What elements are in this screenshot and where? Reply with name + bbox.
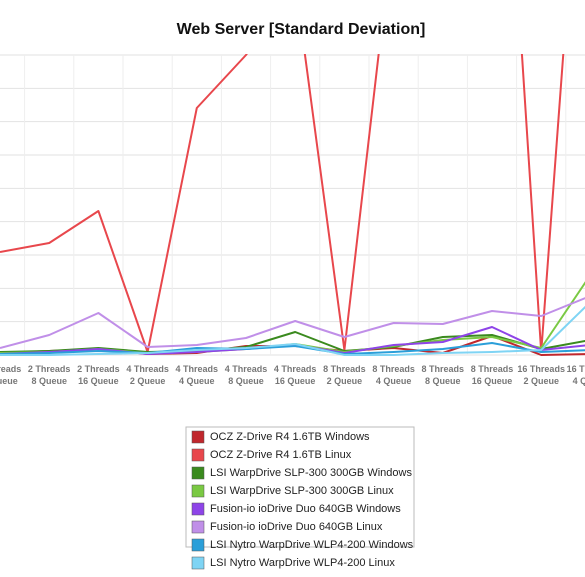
x-tick-label: 4 Threads 2 Queue xyxy=(126,364,169,386)
x-tick-label: 2 Threads 8 Queue xyxy=(28,364,71,386)
x-tick-label: 8 Threads 2 Queue xyxy=(323,364,366,386)
legend: OCZ Z-Drive R4 1.6TB Windows OCZ Z-Drive … xyxy=(191,430,414,570)
legend-label: LSI Nytro WarpDrive WLP4-200 Windows xyxy=(210,539,414,551)
legend-label: Fusion-io ioDrive Duo 640GB Linux xyxy=(210,521,383,533)
legend-label: LSI WarpDrive SLP-300 300GB Linux xyxy=(210,485,394,497)
grid xyxy=(0,54,585,356)
x-tick-label: 2 Threads 16 Queue xyxy=(77,364,120,386)
series-line xyxy=(0,326,585,355)
series-line xyxy=(0,342,585,355)
legend-swatch xyxy=(191,484,205,498)
legend-swatch xyxy=(191,538,205,552)
legend-swatch xyxy=(191,430,205,444)
legend-label: OCZ Z-Drive R4 1.6TB Linux xyxy=(210,449,352,461)
x-tick-label: 4 Threads 16 Queue xyxy=(274,364,317,386)
plot-area xyxy=(0,54,585,356)
x-tick-label: 4 Threads 8 Queue xyxy=(225,364,268,386)
series-line xyxy=(0,297,585,349)
legend-label: Fusion-io ioDrive Duo 640GB Windows xyxy=(210,503,401,515)
legend-box xyxy=(185,426,415,548)
legend-swatch xyxy=(191,448,205,462)
x-tick-label: 8 Threads 16 Queue xyxy=(471,364,514,386)
legend-label: LSI Nytro WarpDrive WLP4-200 Linux xyxy=(210,557,395,569)
chart-title: Web Server [Standard Deviation] xyxy=(177,21,426,38)
legend-swatch xyxy=(191,520,205,534)
legend-label: OCZ Z-Drive R4 1.6TB Windows xyxy=(210,431,370,443)
legend-swatch xyxy=(191,466,205,480)
series-line xyxy=(0,281,585,354)
legend-swatch xyxy=(191,502,205,516)
series-line xyxy=(0,305,585,356)
series-line xyxy=(0,331,585,353)
legend-label: LSI WarpDrive SLP-300 300GB Windows xyxy=(210,467,412,479)
x-tick-label: 8 Threads 8 Queue xyxy=(422,364,465,386)
x-tick-label: 4 Threads 4 Queue xyxy=(176,364,219,386)
series-line xyxy=(0,54,565,353)
x-tick-label: 16 Threads 2 Queue xyxy=(517,364,565,386)
x-tick-label: 8 Threads 4 Queue xyxy=(372,364,415,386)
legend-swatch xyxy=(191,556,205,570)
